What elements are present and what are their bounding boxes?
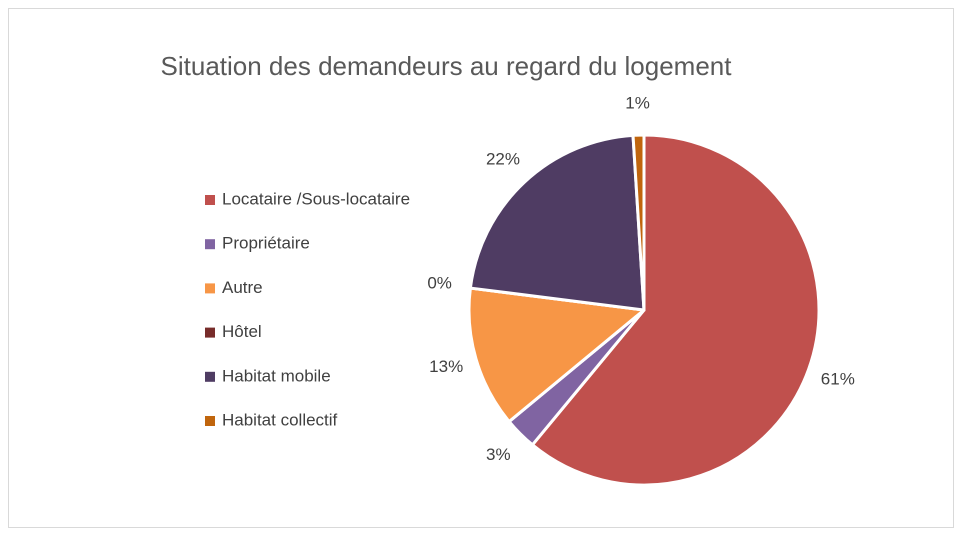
- chart-title: Situation des demandeurs au regard du lo…: [161, 51, 733, 81]
- legend-label: Habitat collectif: [222, 410, 338, 429]
- legend-swatch: [205, 416, 215, 426]
- pie-slice: [468, 133, 646, 312]
- data-label: 61%: [821, 369, 855, 388]
- legend-swatch: [205, 327, 215, 338]
- legend-label: Hôtel: [222, 322, 262, 341]
- data-label: 22%: [486, 149, 520, 168]
- pie-slice: [631, 133, 646, 312]
- legend-swatch: [205, 195, 215, 205]
- legend-label: Habitat mobile: [222, 366, 331, 385]
- data-label: 1%: [625, 94, 650, 113]
- data-label: 3%: [486, 445, 511, 464]
- data-label: 13%: [429, 357, 463, 376]
- pie-slice: [530, 133, 821, 487]
- legend-label: Propriétaire: [222, 234, 310, 253]
- legend-label: Locataire /Sous-locataire: [222, 189, 410, 208]
- data-label: 0%: [427, 274, 452, 293]
- pie-slice: [467, 286, 646, 424]
- legend-swatch: [205, 283, 215, 294]
- legend-label: Autre: [222, 278, 263, 297]
- legend-swatch: [205, 239, 215, 250]
- legend-swatch: [205, 371, 215, 382]
